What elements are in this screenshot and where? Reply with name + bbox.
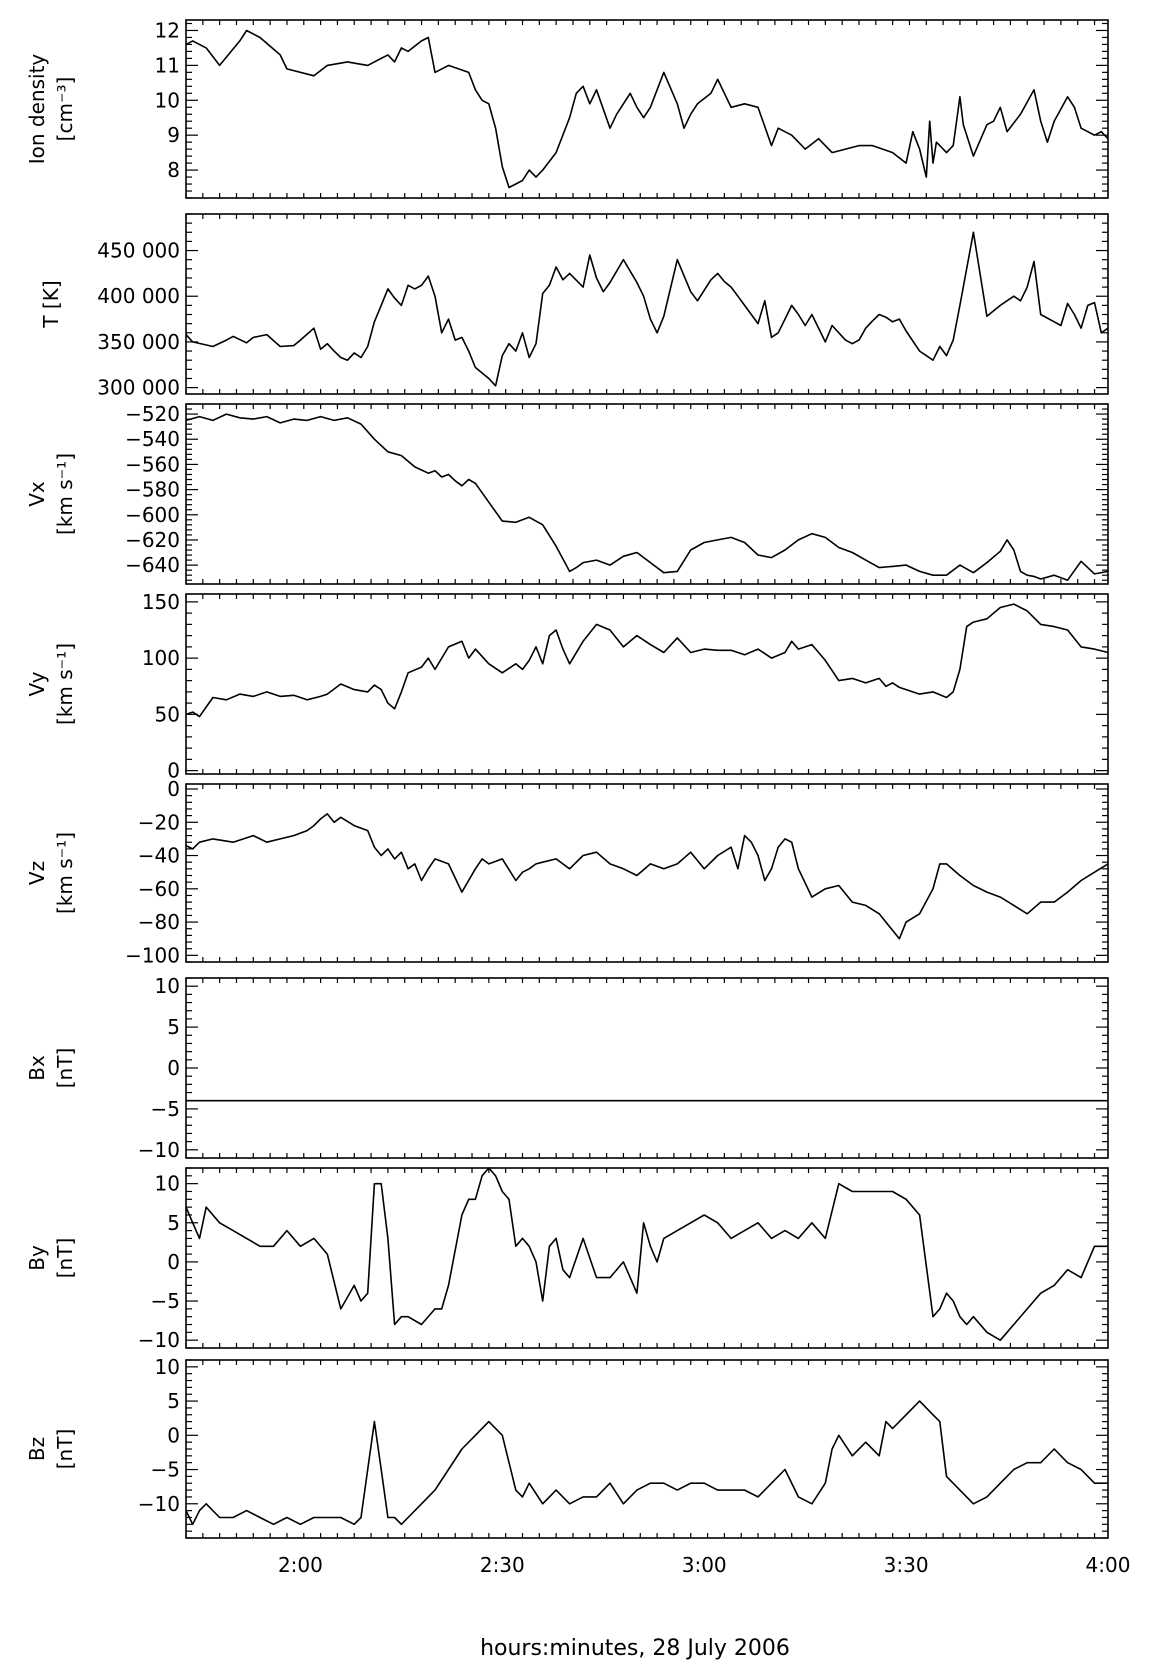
series-line	[185, 29, 1109, 189]
y-tick-label: 11	[155, 53, 180, 77]
x-tick-label: 4:00	[1086, 1553, 1131, 1577]
y-tick-label: −100	[125, 943, 180, 967]
y-tick-label: 450 000	[97, 239, 180, 263]
panel-frame	[185, 213, 1109, 395]
y-tick-label: 0	[167, 759, 180, 783]
y-tick-label: −560	[125, 452, 180, 476]
y-axis-unit: [cm⁻³]	[53, 77, 77, 142]
x-tick-label: 2:30	[480, 1553, 525, 1577]
y-tick-label: 9	[167, 123, 180, 147]
y-tick-label: 0	[167, 777, 180, 801]
series-line	[185, 231, 1109, 387]
y-tick-label: −540	[125, 427, 180, 451]
panel-1: 8 9 10 11 12 Ion density [cm⁻³]	[25, 18, 1109, 199]
y-axis-unit: [km s⁻¹]	[53, 832, 77, 914]
y-tick-label: −10	[138, 1138, 180, 1162]
y-tick-label: 400 000	[97, 284, 180, 308]
panel-4: 0 50 100 150 Vy [km s⁻¹]	[25, 590, 1109, 783]
panel-5: −100 −80 −60 −40 −20 0 Vz [km s⁻¹]	[25, 777, 1109, 967]
y-tick-label: −580	[125, 478, 180, 502]
y-axis-title: Bz	[25, 1437, 49, 1461]
y-tick-label: −5	[151, 1097, 180, 1121]
panel-frame	[185, 593, 1109, 775]
y-tick-label: 10	[155, 88, 180, 112]
series-line	[185, 413, 1109, 582]
x-axis-title: hours:minutes, 28 July 2006	[480, 1636, 790, 1661]
y-tick-label: 12	[155, 18, 180, 42]
y-axis-title: T [K]	[39, 280, 63, 328]
y-tick-label: 10	[155, 974, 180, 998]
panel-3: −640−620−600−580−560−540−520 Vx [km s⁻¹]	[25, 402, 1109, 585]
y-tick-label: 350 000	[97, 330, 180, 354]
y-tick-label: −60	[138, 877, 180, 901]
panel-7: −10 −5 0 5 10 By [nT]	[25, 1167, 1109, 1352]
y-axis-title: By	[25, 1245, 49, 1271]
y-axis-unit: [km s⁻¹]	[53, 453, 77, 535]
y-tick-label: −10	[138, 1328, 180, 1352]
y-tick-label: 5	[167, 1211, 180, 1235]
y-tick-label: 300 000	[97, 376, 180, 400]
y-axis-title: Vx	[25, 481, 49, 507]
y-tick-label: 100	[142, 646, 180, 670]
y-tick-label: 5	[167, 1015, 180, 1039]
x-tick-label: 3:30	[884, 1553, 929, 1577]
y-tick-label: −620	[125, 528, 180, 552]
y-tick-label: 0	[167, 1250, 180, 1274]
panel-frame	[185, 403, 1109, 585]
y-tick-label: 10	[155, 1355, 180, 1379]
y-tick-label: −5	[151, 1458, 180, 1482]
panel-frame	[185, 977, 1109, 1159]
y-axis-title: Ion density	[25, 54, 49, 165]
y-axis-title: Bx	[25, 1055, 49, 1081]
y-axis-unit: [nT]	[53, 1048, 77, 1089]
x-tick-label: 3:00	[682, 1553, 727, 1577]
y-axis-title: Vy	[25, 671, 49, 696]
series-line	[185, 1400, 1108, 1526]
y-tick-label: 0	[167, 1423, 180, 1447]
y-tick-label: 10	[155, 1172, 180, 1196]
panel-frame	[185, 19, 1109, 199]
panel-frame	[185, 1359, 1109, 1539]
y-axis-title: Vz	[25, 861, 49, 885]
y-tick-label: −20	[138, 810, 180, 834]
panel-2: 300 000 350 000 400 000 450 000 T [K]	[39, 213, 1109, 400]
y-tick-label: 5	[167, 1389, 180, 1413]
x-tick-label: 2:00	[278, 1553, 323, 1577]
y-tick-label: −640	[125, 553, 180, 577]
y-axis-unit: [km s⁻¹]	[53, 643, 77, 725]
y-axis-unit: [nT]	[53, 1238, 77, 1279]
y-tick-label: −600	[125, 503, 180, 527]
y-tick-label: −10	[138, 1492, 180, 1516]
panel-frame	[185, 783, 1109, 963]
series-line	[185, 1167, 1108, 1341]
y-tick-label: 50	[155, 702, 180, 726]
y-axis-unit: [nT]	[53, 1429, 77, 1470]
y-tick-label: −40	[138, 844, 180, 868]
y-tick-label: 0	[167, 1056, 180, 1080]
panel-6: −10 −5 0 5 10 Bx [nT]	[25, 974, 1109, 1162]
y-tick-label: −520	[125, 402, 180, 426]
y-tick-label: −5	[151, 1289, 180, 1313]
series-line	[185, 813, 1109, 940]
y-tick-label: 8	[167, 158, 180, 182]
panel-frame	[185, 1167, 1109, 1349]
y-tick-label: −80	[138, 910, 180, 934]
y-tick-label: 150	[142, 590, 180, 614]
panel-8: −10 −5 0 5 10 Bz [nT] 2:00 2:30 3:00 3:30 4:00	[25, 1355, 1130, 1577]
series-line	[185, 603, 1109, 718]
panels-group: 8 9 10 11 12 Ion density [cm⁻³] 300 000 350 000 4…	[25, 18, 1130, 1577]
